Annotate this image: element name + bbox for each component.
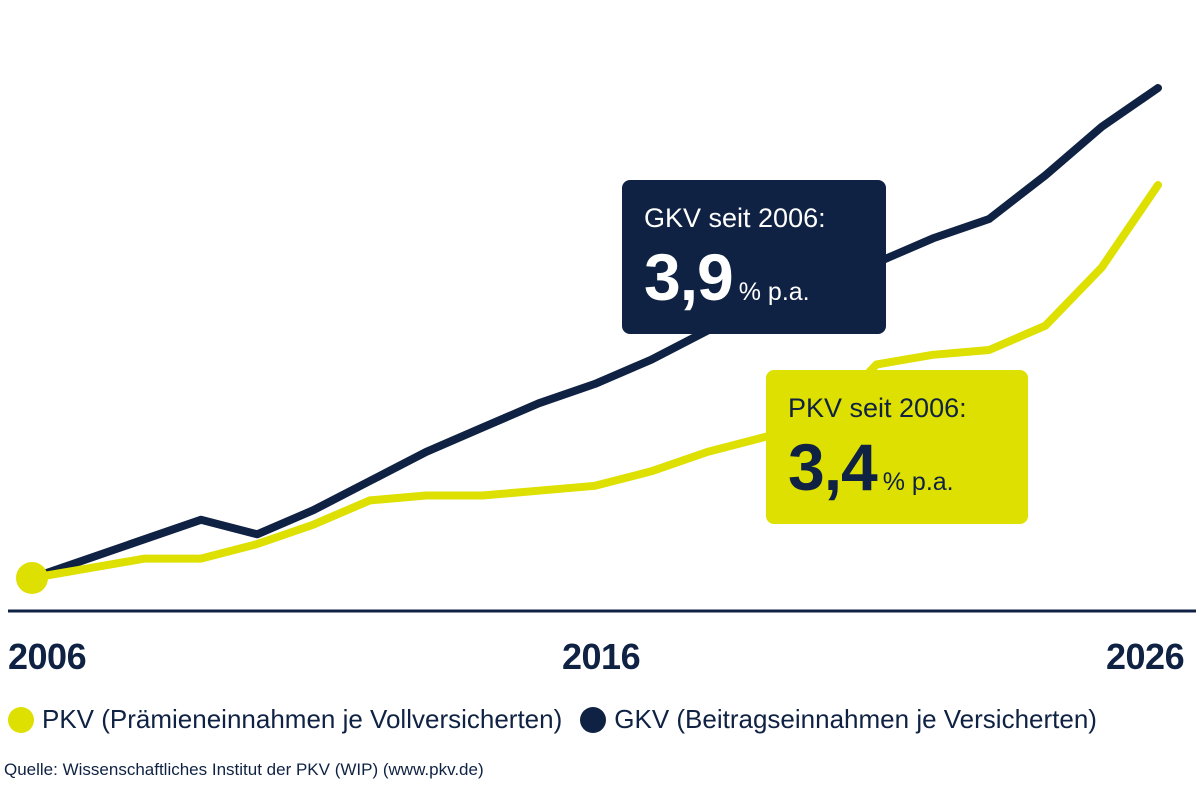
legend-label-pkv: PKV (Prämieneinnahmen je Vollversicherte… — [42, 704, 563, 734]
pkv-series-line — [28, 181, 1162, 582]
pkv-annotation-title: PKV seit 2006: — [788, 393, 967, 423]
legend-dot-pkv — [8, 706, 34, 733]
gkv-annotation-unit: % p.a. — [738, 278, 810, 306]
pkv-annotation-unit: % p.a. — [882, 468, 954, 496]
legend-item-gkv: GKV (Beitragseinnahmen je Versicherten) — [580, 704, 1097, 735]
pkv-annotation-value: 3,4 — [788, 430, 878, 504]
legend-item-pkv: PKV (Prämieneinnahmen je Vollversicherte… — [8, 704, 562, 735]
legend-dot-gkv — [580, 706, 607, 733]
x-tick-label-2026: 2026 — [1106, 636, 1185, 677]
gkv-annotation-title: GKV seit 2006: — [644, 203, 826, 233]
legend-label-gkv: GKV (Beitragseinnahmen je Versicherten) — [614, 704, 1097, 734]
source-note: Quelle: Wissenschaftliches Institut der … — [4, 760, 484, 779]
chart-legend: PKV (Prämieneinnahmen je Vollversicherte… — [8, 704, 1115, 735]
x-tick-label-2016: 2016 — [562, 636, 641, 677]
start-point-marker — [16, 562, 48, 594]
x-tick-label-2006: 2006 — [8, 636, 87, 677]
gkv-annotation-value: 3,9 — [644, 240, 734, 314]
gkv-series-line — [28, 84, 1162, 582]
pkv-annotation-box: PKV seit 2006: 3,4% p.a. — [766, 370, 1028, 524]
gkv-annotation-box: GKV seit 2006: 3,9% p.a. — [622, 180, 886, 334]
